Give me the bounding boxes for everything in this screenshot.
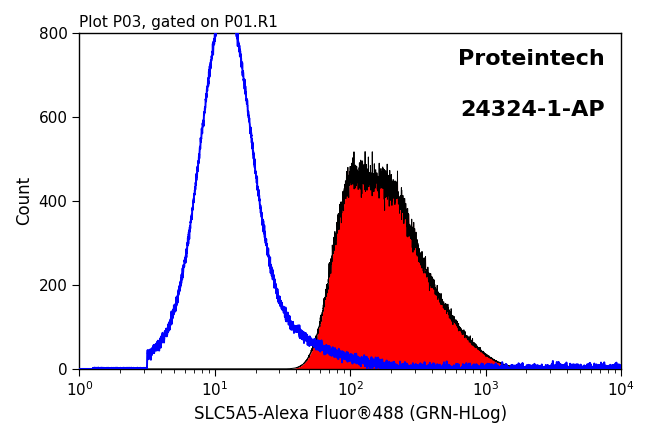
- X-axis label: SLC5A5-Alexa Fluor®488 (GRN-HLog): SLC5A5-Alexa Fluor®488 (GRN-HLog): [194, 405, 507, 423]
- Text: Proteintech: Proteintech: [458, 49, 605, 69]
- Y-axis label: Count: Count: [15, 176, 33, 225]
- Text: 24324-1-AP: 24324-1-AP: [460, 100, 605, 120]
- Text: Plot P03, gated on P01.R1: Plot P03, gated on P01.R1: [79, 15, 278, 30]
